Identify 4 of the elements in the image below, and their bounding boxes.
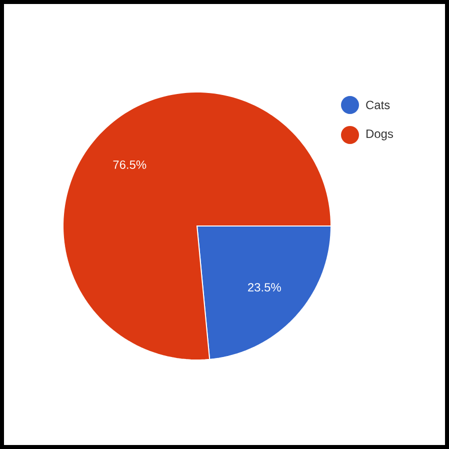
data-label: 76.5% bbox=[113, 160, 146, 169]
legend-label: Cats bbox=[366, 100, 390, 110]
data-label: 23.5% bbox=[248, 283, 281, 292]
legend-label: Dogs bbox=[366, 130, 393, 140]
